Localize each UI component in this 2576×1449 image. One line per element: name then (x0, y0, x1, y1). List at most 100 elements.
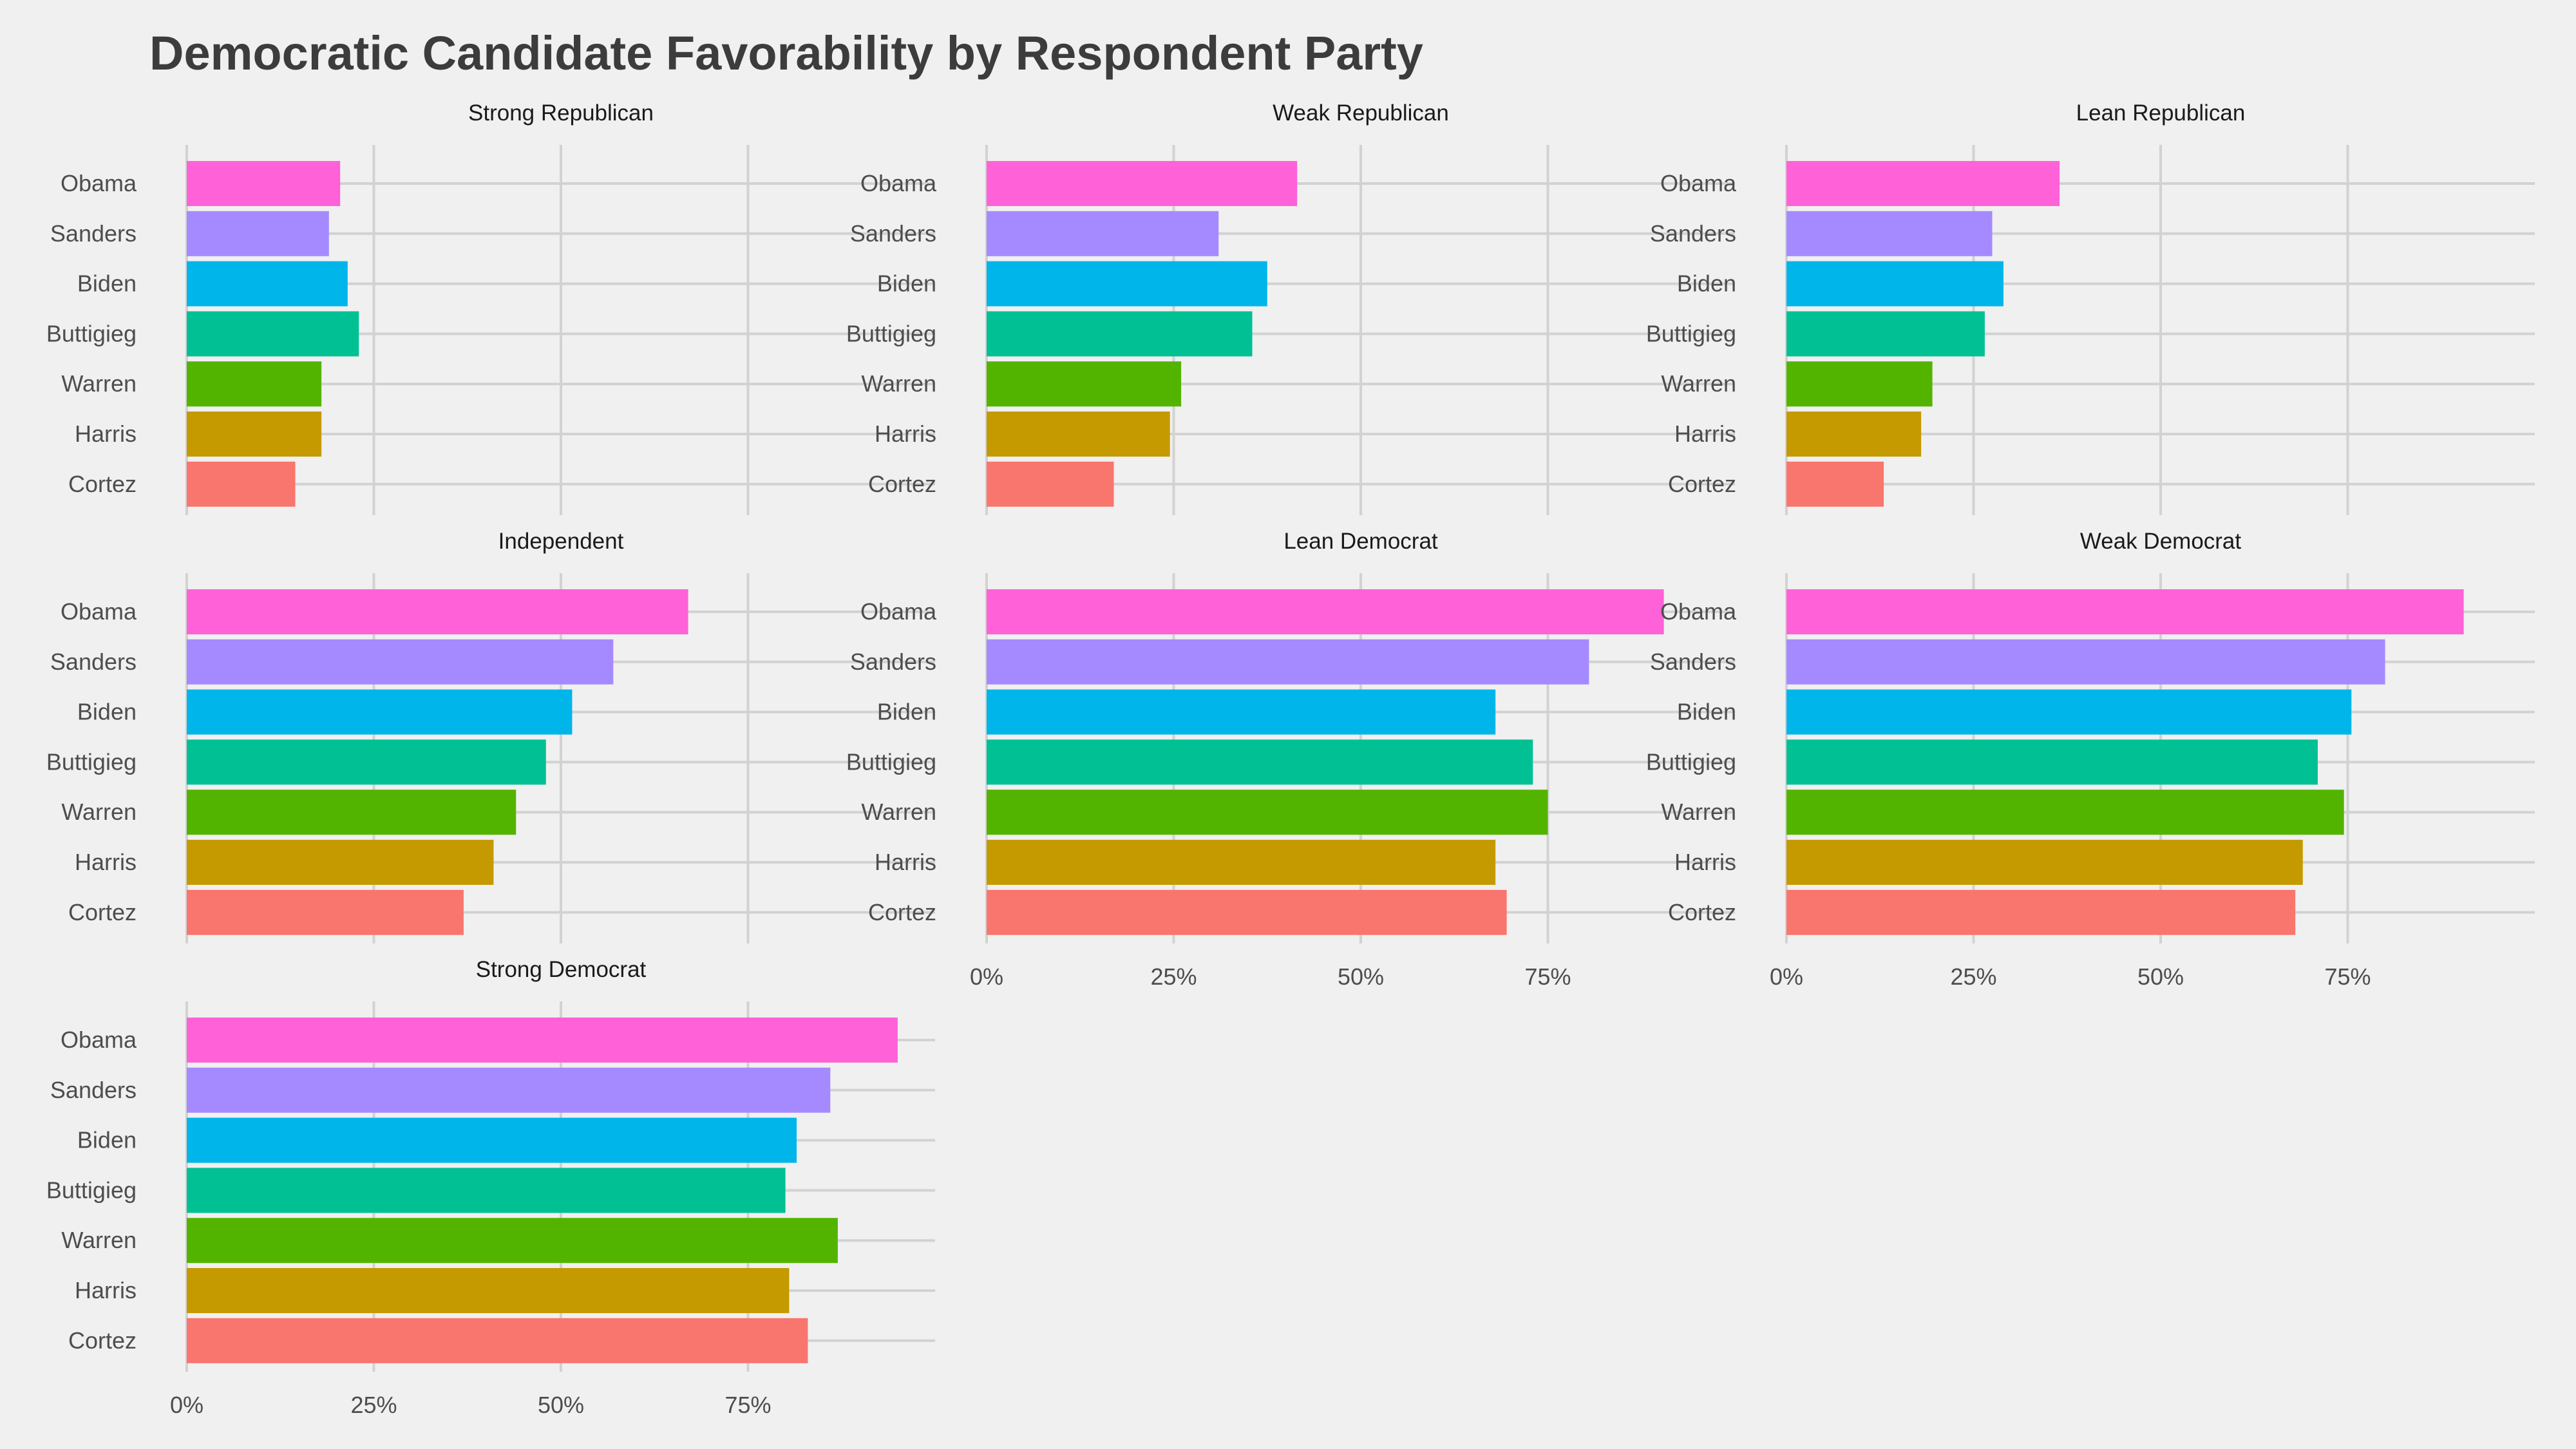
y-tick-label: Harris (875, 421, 936, 447)
x-tick-label: 0% (970, 963, 1003, 990)
y-tick-label: Sanders (1650, 649, 1736, 675)
y-tick-label: Biden (77, 699, 137, 725)
y-tick-label: Cortez (68, 471, 137, 497)
y-tick-label: Sanders (850, 220, 936, 247)
bar (1786, 689, 2352, 735)
y-tick-label: Sanders (1650, 220, 1736, 247)
bar (187, 1218, 838, 1264)
x-tick-label: 25% (1950, 963, 1996, 990)
facet-panel: Lean Democrat Obama Sanders Biden Buttigieg W… (846, 529, 1735, 990)
y-tick-label: Warren (861, 370, 936, 397)
panel-title: Weak Republican (1273, 100, 1449, 126)
y-tick-label: Biden (1677, 699, 1736, 725)
y-tick-label: Biden (1677, 270, 1736, 297)
facet-panel: Strong Republican Obama Sanders Biden Buttig… (46, 100, 935, 515)
bar (1786, 739, 2318, 785)
y-tick-label: Buttigieg (846, 320, 936, 346)
y-tick-label: Buttigieg (1646, 320, 1736, 346)
y-tick-label: Obama (61, 598, 137, 625)
panel-title: Lean Democrat (1283, 529, 1438, 554)
bar (1786, 211, 1993, 256)
bar (987, 589, 1664, 634)
bar (1786, 261, 2003, 307)
facet-panel: Weak Democrat Obama Sanders Biden Buttigieg W… (1646, 529, 2535, 990)
x-tick-label: 50% (538, 1392, 584, 1418)
x-tick-label: 50% (1338, 963, 1384, 990)
panel-title: Strong Democrat (476, 957, 647, 982)
bar (187, 1318, 808, 1363)
x-tick-label: 25% (1150, 963, 1197, 990)
bar (187, 311, 359, 357)
bar (987, 161, 1298, 206)
bar (1786, 840, 2303, 885)
bar (1786, 589, 2464, 634)
y-tick-label: Buttigieg (46, 320, 137, 346)
bar (187, 361, 322, 407)
y-tick-label: Harris (75, 849, 137, 875)
bar (1786, 412, 1922, 457)
y-tick-label: Warren (861, 799, 936, 825)
chart-title: Democratic Candidate Favorability by Res… (149, 26, 1423, 80)
bar (187, 1067, 831, 1113)
y-tick-label: Obama (61, 170, 137, 196)
panel-title: Lean Republican (2076, 100, 2246, 126)
bar (1786, 161, 2060, 206)
bar (987, 639, 1589, 685)
bar (1786, 790, 2344, 835)
y-tick-label: Harris (75, 1277, 137, 1303)
y-tick-label: Harris (1674, 849, 1736, 875)
bar (187, 589, 688, 634)
y-tick-label: Cortez (68, 1327, 137, 1354)
x-tick-label: 0% (1770, 963, 1803, 990)
x-tick-label: 75% (2324, 963, 2371, 990)
bar (187, 211, 329, 256)
facet-panel: Lean Republican Obama Sanders Biden Buttigie… (1646, 100, 2535, 515)
y-tick-label: Buttigieg (46, 1177, 137, 1203)
bar (1786, 361, 1933, 407)
bar (1786, 461, 1884, 507)
y-tick-label: Cortez (1668, 899, 1736, 925)
y-tick-label: Warren (1661, 799, 1736, 825)
y-tick-label: Buttigieg (46, 748, 137, 775)
y-tick-label: Obama (860, 598, 937, 625)
bar (987, 211, 1219, 256)
bar (187, 1268, 790, 1313)
y-tick-label: Cortez (68, 899, 137, 925)
bar (187, 1117, 797, 1163)
bar (187, 639, 614, 685)
bar (187, 1018, 898, 1063)
facet-panel: Weak Republican Obama Sanders Biden Buttigie… (846, 100, 1735, 515)
y-tick-label: Harris (75, 421, 137, 447)
y-tick-label: Harris (875, 849, 936, 875)
y-tick-label: Sanders (50, 220, 137, 247)
bar (187, 261, 348, 307)
bar (987, 840, 1496, 885)
bar (987, 790, 1548, 835)
bar (1786, 311, 1985, 357)
y-tick-label: Harris (1674, 421, 1736, 447)
panel-title: Independent (498, 529, 624, 554)
y-tick-label: Sanders (50, 649, 137, 675)
bar (187, 889, 464, 935)
bar (187, 461, 296, 507)
y-tick-label: Obama (1660, 598, 1737, 625)
y-tick-label: Cortez (868, 471, 936, 497)
bar (987, 261, 1267, 307)
x-tick-label: 75% (724, 1392, 771, 1418)
y-tick-label: Sanders (850, 649, 936, 675)
y-tick-label: Biden (77, 1127, 137, 1153)
bar (187, 161, 341, 206)
bar (987, 461, 1114, 507)
y-tick-label: Obama (61, 1027, 137, 1053)
bar (187, 739, 546, 785)
y-tick-label: Obama (1660, 170, 1737, 196)
y-tick-label: Buttigieg (846, 748, 936, 775)
bar (187, 840, 494, 885)
bar (987, 689, 1496, 735)
y-tick-label: Sanders (50, 1077, 137, 1103)
y-tick-label: Buttigieg (1646, 748, 1736, 775)
x-tick-label: 75% (1524, 963, 1571, 990)
x-tick-label: 50% (2137, 963, 2184, 990)
bar (187, 689, 573, 735)
